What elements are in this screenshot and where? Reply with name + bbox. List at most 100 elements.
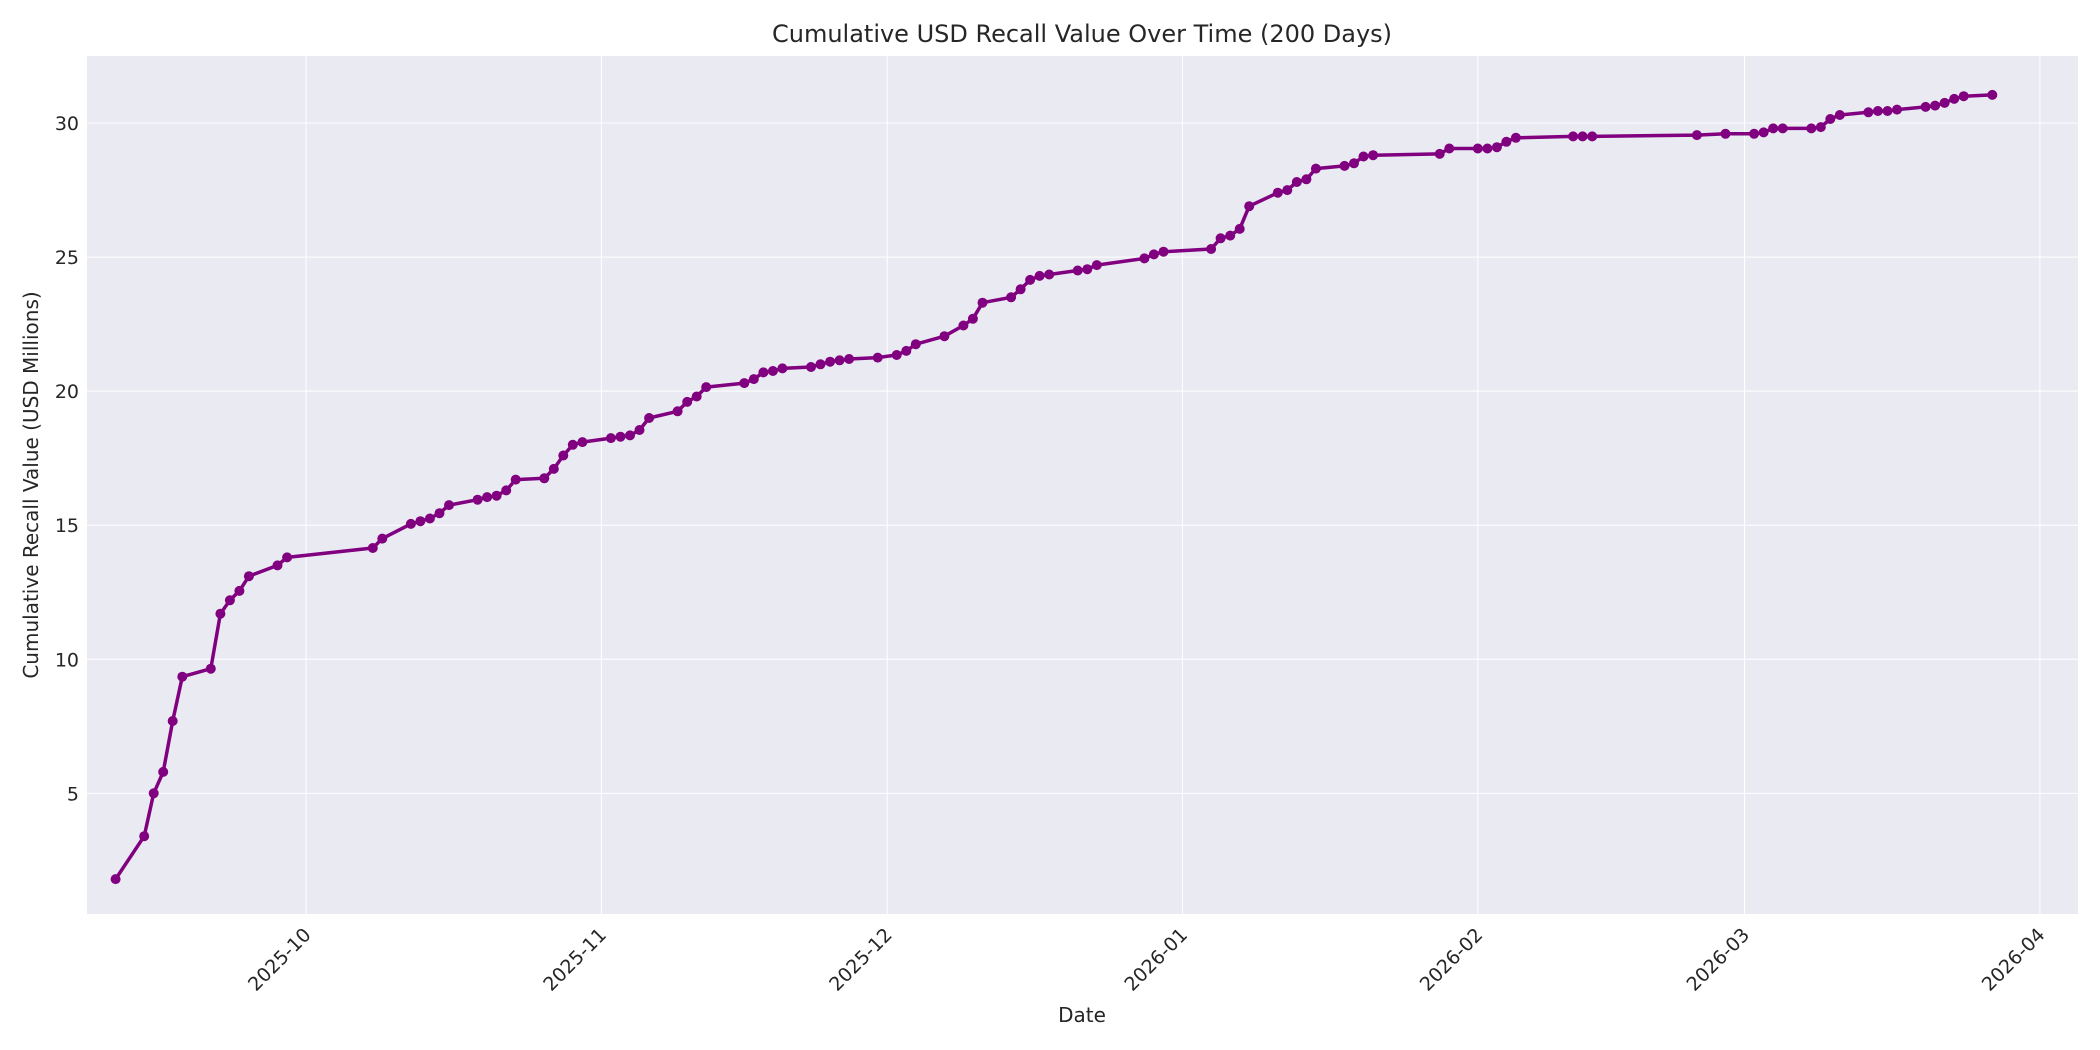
data-point xyxy=(748,374,759,385)
data-point xyxy=(1234,223,1245,234)
data-point xyxy=(939,331,950,342)
data-point xyxy=(1472,143,1483,154)
y-tick-label: 5 xyxy=(67,783,79,805)
x-tick-label: 2025-10 xyxy=(244,924,316,996)
data-point xyxy=(1044,269,1055,280)
data-point xyxy=(577,437,588,448)
data-point xyxy=(272,560,283,571)
data-point xyxy=(1777,123,1788,134)
data-point xyxy=(1815,122,1826,133)
data-point xyxy=(834,355,845,366)
data-point xyxy=(1825,114,1836,124)
data-point xyxy=(634,425,645,435)
data-point xyxy=(167,716,178,726)
data-point xyxy=(739,378,750,389)
data-point xyxy=(1091,260,1102,271)
data-point xyxy=(977,297,988,308)
data-point xyxy=(1349,158,1359,169)
data-point xyxy=(434,508,445,519)
data-point xyxy=(1444,143,1455,154)
x-tick-label: 2026-02 xyxy=(1416,924,1488,996)
data-point xyxy=(1872,106,1883,116)
data-point xyxy=(1025,274,1036,285)
data-points xyxy=(110,89,1998,885)
data-point xyxy=(672,406,683,417)
data-point xyxy=(958,320,969,331)
line-layer xyxy=(113,93,1995,881)
data-point xyxy=(615,431,626,442)
data-point xyxy=(682,396,693,407)
data-point xyxy=(1920,101,1931,112)
data-point xyxy=(1148,249,1159,260)
data-point xyxy=(424,513,435,524)
data-point xyxy=(1491,142,1502,153)
data-point xyxy=(1949,93,1960,104)
data-point xyxy=(1339,160,1350,171)
data-point xyxy=(215,608,226,619)
data-point xyxy=(1215,233,1226,244)
data-point xyxy=(1720,128,1731,139)
data-point xyxy=(872,352,883,363)
data-point xyxy=(472,494,483,505)
data-point xyxy=(567,439,578,450)
data-point xyxy=(1930,100,1941,111)
data-point xyxy=(1072,265,1083,276)
data-point xyxy=(243,571,254,582)
data-point xyxy=(1310,163,1321,174)
data-point xyxy=(1749,128,1760,139)
grid xyxy=(87,56,2078,914)
data-point xyxy=(224,595,235,606)
data-point xyxy=(1082,264,1093,275)
data-point xyxy=(1282,185,1293,196)
data-point xyxy=(1939,97,1950,108)
data-point xyxy=(110,874,121,885)
data-point xyxy=(910,339,921,350)
data-point xyxy=(1206,244,1217,254)
data-point xyxy=(491,490,502,501)
data-point xyxy=(282,552,293,563)
data-point xyxy=(548,463,559,474)
y-axis-label: Cumulative Recall Value (USD Millions) xyxy=(19,291,43,678)
data-point xyxy=(1015,284,1026,295)
data-point xyxy=(405,518,416,529)
data-point xyxy=(701,382,712,393)
data-point xyxy=(415,516,426,527)
y-tick-label: 25 xyxy=(55,247,79,269)
data-point xyxy=(1291,177,1302,187)
data-point xyxy=(205,663,216,674)
data-point xyxy=(1892,104,1902,115)
data-point xyxy=(1863,107,1874,118)
data-point xyxy=(1568,131,1579,142)
data-point xyxy=(815,359,826,370)
data-point xyxy=(901,345,912,356)
data-point xyxy=(1768,123,1779,134)
data-point xyxy=(1034,270,1045,281)
data-point xyxy=(148,788,159,799)
data-point xyxy=(1958,91,1969,102)
data-point xyxy=(844,354,855,364)
data-point xyxy=(967,313,978,324)
data-point xyxy=(891,350,902,360)
data-point xyxy=(234,585,245,596)
data-point xyxy=(1272,187,1283,198)
data-point xyxy=(1987,89,1998,100)
data-point xyxy=(501,485,512,496)
x-tick-label: 2026-01 xyxy=(1120,924,1192,996)
y-tick-label: 10 xyxy=(55,649,79,671)
y-tick-label: 20 xyxy=(55,381,79,403)
data-point xyxy=(644,413,655,423)
x-tick-label: 2026-03 xyxy=(1682,924,1754,996)
data-point xyxy=(1882,106,1893,116)
data-point xyxy=(1244,201,1255,212)
data-point xyxy=(1758,127,1769,138)
y-tick-label: 15 xyxy=(55,515,79,537)
data-point xyxy=(767,366,778,376)
data-point xyxy=(1139,253,1150,264)
data-point xyxy=(625,430,635,441)
data-point xyxy=(177,671,188,682)
x-tick-label: 2026-04 xyxy=(1978,924,2050,996)
data-point xyxy=(758,367,769,378)
data-point xyxy=(1510,132,1521,143)
data-point xyxy=(367,543,378,553)
series-line xyxy=(113,93,1995,881)
